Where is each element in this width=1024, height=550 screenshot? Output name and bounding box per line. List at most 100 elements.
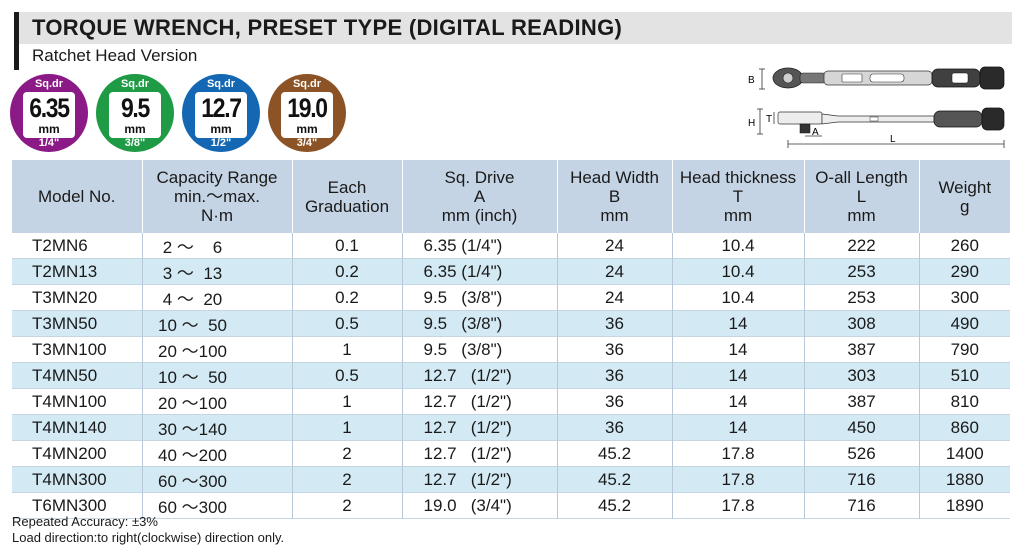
cell-graduation: 2 [291,466,402,493]
header-capacity: Capacity Range min.～max. N·m [141,160,292,233]
badge-inch: 1/2" [210,137,232,149]
cell-sqdrive: 12.7 (1/2") [401,414,557,441]
cell-capacity: 10 ～ 50 [141,362,292,389]
header-weight: Weight g [918,160,1010,233]
badge-unit: mm [210,122,232,136]
table-row: T4MN50 10 ～ 50 0.5 12.7 (1/2") 36 14 303 510 [12,362,1010,389]
dim-label-b: B [748,75,755,86]
cell-model: T2MN6 [32,235,88,255]
table-body: T2MN6 2 ～ 6 0.1 6.35 (1/4") 24 10.4 222 260 T2M… [12,233,1010,519]
cell-thickness: 10.4 [671,284,804,311]
badge-9-5: Sq.dr 9.5 mm 3/8" [96,74,174,152]
cell-weight: 300 [918,284,1010,311]
badge-value: 12.7 [201,93,242,123]
cell-width: 45.2 [556,440,672,467]
badge-inch: 1/4" [38,137,60,149]
badge-value: 9.5 [120,93,150,123]
cell-width: 36 [556,336,672,363]
cell-capacity: 20 ～100 [141,388,292,415]
header-graduation: Each Graduation [291,160,402,233]
cell-thickness: 14 [671,388,804,415]
cell-sqdrive: 6.35 (1/4") [401,258,557,285]
cell-sqdrive: 9.5 (3/8") [401,284,557,311]
cell-weight: 510 [918,362,1010,389]
cell-length: 253 [803,284,919,311]
cell-sqdrive: 12.7 (1/2") [401,362,557,389]
table-row: T4MN200 40 ～200 2 12.7 (1/2") 45.2 17.8 526 140… [12,440,1010,467]
cell-graduation: 1 [291,388,402,415]
cell-sqdrive: 12.7 (1/2") [401,388,557,415]
cell-sqdrive: 12.7 (1/2") [401,466,557,493]
wrench-side-view: H T A L [748,107,1005,148]
table-row: T3MN100 20 ～100 1 9.5 (3/8") 36 14 387 790 [12,336,1010,363]
cell-model: T6MN300 [32,495,107,515]
title-bar [14,12,1012,44]
dim-label-a: A [812,127,819,138]
cell-graduation: 0.5 [291,310,402,337]
cell-weight: 290 [918,258,1010,285]
note-accuracy: Repeated Accuracy: ±3% [12,514,158,529]
cell-graduation: 1 [291,414,402,441]
cell-length: 716 [803,492,919,519]
badge-6-35: Sq.dr 6.35 mm 1/4" [10,74,88,152]
cell-capacity: 2 ～ 6 [141,233,292,259]
cell-model: T4MN50 [12,362,142,389]
wrench-top-view: B [748,66,1005,90]
cell-width: 24 [556,233,672,259]
spec-table: Model No. Capacity Range min.～max. N·m Eac… [12,160,1010,519]
page-title: TORQUE WRENCH, PRESET TYPE (DIGITAL READ… [32,15,623,40]
cell-model: T4MN100 [32,391,107,411]
badge-inner: 9.5 mm [109,92,161,138]
badge-inner: 12.7 mm [195,92,247,138]
cell-thickness: 10.4 [671,258,804,285]
cell-width: 24 [556,284,672,311]
badge-inch: 3/4" [296,137,318,149]
cell-weight: 860 [918,414,1010,441]
header-model: Model No. [12,160,142,233]
table-row: T3MN50 10 ～ 50 0.5 9.5 (3/8") 36 14 308 490 [12,310,1010,337]
cell-weight: 260 [918,233,1010,259]
cell-sqdrive: 6.35 (1/4") [401,233,557,259]
cell-length: 387 [803,336,919,363]
cell-capacity: 40 ～200 [141,440,292,467]
cell-graduation: 0.1 [291,233,402,259]
badge-inch: 3/8" [124,137,146,149]
cell-width: 24 [556,258,672,285]
cell-graduation: 2 [291,492,402,519]
note-direction: Load direction:to right(clockwise) direc… [12,530,285,545]
cell-model: T4MN200 [32,443,107,463]
cell-sqdrive: 9.5 (3/8") [401,310,557,337]
cell-weight: 1880 [918,466,1010,493]
dim-label-t: T [766,114,772,125]
square-drive-badges: Sq.dr 6.35 mm 1/4" Sq.dr 9.5 mm 3/8" Sq.… [10,74,346,152]
cell-width: 36 [556,362,672,389]
cell-capacity: 10 ～ 50 [141,310,292,337]
cell-thickness: 14 [671,414,804,441]
badge-label: Sq.dr [34,78,64,90]
cell-width: 36 [556,414,672,441]
table-row: T4MN100 20 ～100 1 12.7 (1/2") 36 14 387 810 [12,388,1010,415]
badge-label: Sq.dr [292,78,322,90]
cell-sqdrive: 12.7 (1/2") [401,440,557,467]
cell-weight: 490 [918,310,1010,337]
table-row: T4MN300 60 ～300 2 12.7 (1/2") 45.2 17.8 716 188… [12,466,1010,493]
cell-capacity: 60 ～300 [141,492,292,519]
table-row: T2MN13 3 ～ 13 0.2 6.35 (1/4") 24 10.4 253 290 [12,258,1010,285]
page-subtitle: Ratchet Head Version [32,46,198,65]
title-accent [14,12,19,70]
cell-length: 716 [803,466,919,493]
badge-unit: mm [124,122,146,136]
cell-thickness: 14 [671,310,804,337]
cell-graduation: 0.2 [291,284,402,311]
table-row: T4MN140 30 ～140 1 12.7 (1/2") 36 14 450 860 [12,414,1010,441]
cell-length: 253 [803,258,919,285]
cell-capacity: 20 ～100 [141,336,292,363]
table-row: T3MN20 4 ～ 20 0.2 9.5 (3/8") 24 10.4 253 300 [12,284,1010,311]
table-row: T2MN6 2 ～ 6 0.1 6.35 (1/4") 24 10.4 222 260 [12,233,1010,259]
cell-model: T3MN100 [32,339,107,359]
badge-19-0: Sq.dr 19.0 mm 3/4" [268,74,346,152]
cell-length: 526 [803,440,919,467]
cell-model: T3MN20 [32,287,98,307]
